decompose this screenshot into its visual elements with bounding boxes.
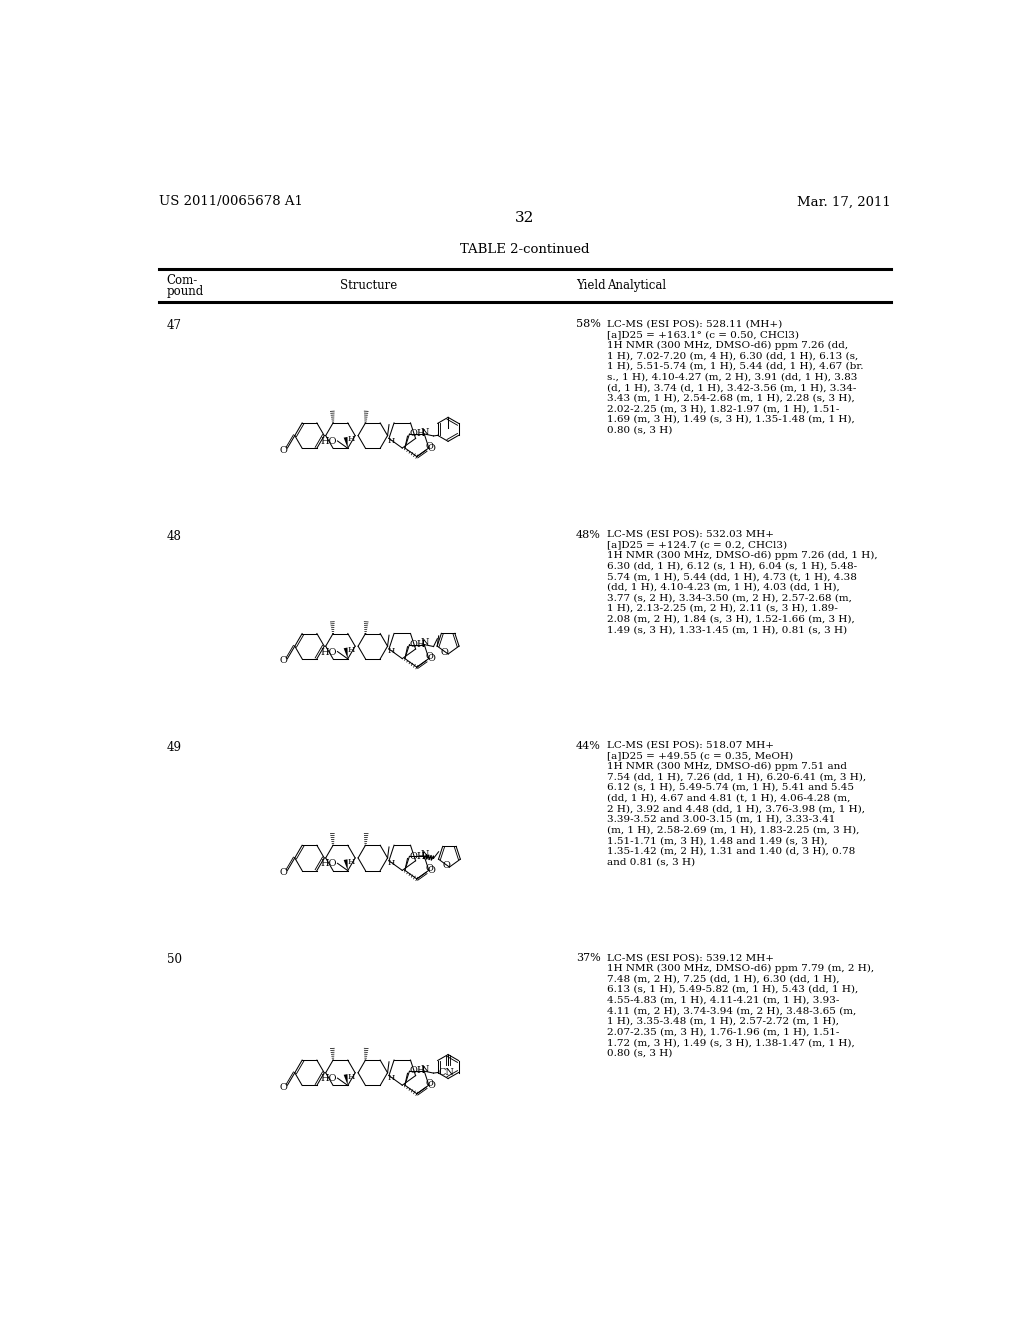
Text: 7.48 (m, 2 H), 7.25 (dd, 1 H), 6.30 (dd, 1 H),: 7.48 (m, 2 H), 7.25 (dd, 1 H), 6.30 (dd,…: [607, 974, 840, 983]
Text: 6.12 (s, 1 H), 5.49-5.74 (m, 1 H), 5.41 and 5.45: 6.12 (s, 1 H), 5.49-5.74 (m, 1 H), 5.41 …: [607, 783, 854, 792]
Text: OH: OH: [409, 429, 426, 438]
Text: OH: OH: [409, 851, 426, 861]
Text: O: O: [440, 648, 449, 657]
Text: HO: HO: [321, 859, 337, 869]
Text: 37%: 37%: [575, 953, 601, 964]
Text: [a]D25 = +163.1° (c = 0.50, CHCl3): [a]D25 = +163.1° (c = 0.50, CHCl3): [607, 330, 799, 339]
Text: 2.07-2.35 (m, 3 H), 1.76-1.96 (m, 1 H), 1.51-: 2.07-2.35 (m, 3 H), 1.76-1.96 (m, 1 H), …: [607, 1027, 840, 1036]
Polygon shape: [344, 648, 348, 659]
Text: 1.35-1.42 (m, 2 H), 1.31 and 1.40 (d, 3 H), 0.78: 1.35-1.42 (m, 2 H), 1.31 and 1.40 (d, 3 …: [607, 847, 855, 855]
Text: 58%: 58%: [575, 319, 601, 329]
Text: H: H: [388, 647, 395, 656]
Polygon shape: [344, 437, 348, 449]
Text: LC-MS (ESI POS): 518.07 MH+: LC-MS (ESI POS): 518.07 MH+: [607, 741, 774, 750]
Text: O: O: [428, 1081, 435, 1090]
Text: 2.08 (m, 2 H), 1.84 (s, 3 H), 1.52-1.66 (m, 3 H),: 2.08 (m, 2 H), 1.84 (s, 3 H), 1.52-1.66 …: [607, 615, 855, 623]
Text: H: H: [348, 645, 355, 653]
Text: CN: CN: [438, 1068, 455, 1077]
Text: pound: pound: [167, 285, 204, 298]
Text: H: H: [348, 436, 355, 444]
Text: 6.13 (s, 1 H), 5.49-5.82 (m, 1 H), 5.43 (dd, 1 H),: 6.13 (s, 1 H), 5.49-5.82 (m, 1 H), 5.43 …: [607, 985, 858, 994]
Text: 1.49 (s, 3 H), 1.33-1.45 (m, 1 H), 0.81 (s, 3 H): 1.49 (s, 3 H), 1.33-1.45 (m, 1 H), 0.81 …: [607, 626, 847, 634]
Text: Mar. 17, 2011: Mar. 17, 2011: [797, 195, 891, 209]
Text: 1H NMR (300 MHz, DMSO-d6) ppm 7.26 (dd, 1 H),: 1H NMR (300 MHz, DMSO-d6) ppm 7.26 (dd, …: [607, 550, 878, 560]
Text: 48: 48: [167, 529, 181, 543]
Text: O: O: [428, 866, 435, 875]
Text: 3.77 (s, 2 H), 3.34-3.50 (m, 2 H), 2.57-2.68 (m,: 3.77 (s, 2 H), 3.34-3.50 (m, 2 H), 2.57-…: [607, 593, 852, 602]
Text: N: N: [421, 1065, 429, 1074]
Text: H: H: [348, 1073, 355, 1081]
Text: N: N: [421, 428, 429, 437]
Text: HO: HO: [321, 1074, 337, 1084]
Text: O: O: [428, 444, 435, 453]
Text: O: O: [426, 442, 433, 451]
Text: O: O: [280, 656, 288, 665]
Text: N: N: [421, 639, 429, 647]
Text: LC-MS (ESI POS): 528.11 (MH+): LC-MS (ESI POS): 528.11 (MH+): [607, 319, 782, 329]
Text: O: O: [280, 869, 288, 876]
Text: N: N: [421, 850, 429, 859]
Text: O: O: [280, 446, 288, 454]
Text: HO: HO: [321, 648, 337, 656]
Text: O: O: [426, 652, 433, 661]
Text: 3.43 (m, 1 H), 2.54-2.68 (m, 1 H), 2.28 (s, 3 H),: 3.43 (m, 1 H), 2.54-2.68 (m, 1 H), 2.28 …: [607, 393, 855, 403]
Text: H: H: [388, 437, 395, 445]
Text: H: H: [348, 858, 355, 866]
Text: Analytical: Analytical: [607, 280, 666, 292]
Text: H: H: [388, 1074, 395, 1082]
Text: HO: HO: [321, 437, 337, 446]
Text: 1H NMR (300 MHz, DMSO-d6) ppm 7.51 and: 1H NMR (300 MHz, DMSO-d6) ppm 7.51 and: [607, 762, 847, 771]
Text: 2.02-2.25 (m, 3 H), 1.82-1.97 (m, 1 H), 1.51-: 2.02-2.25 (m, 3 H), 1.82-1.97 (m, 1 H), …: [607, 404, 840, 413]
Text: Structure: Structure: [340, 280, 397, 292]
Text: OH: OH: [409, 640, 426, 648]
Text: 1 H), 3.35-3.48 (m, 1 H), 2.57-2.72 (m, 1 H),: 1 H), 3.35-3.48 (m, 1 H), 2.57-2.72 (m, …: [607, 1016, 839, 1026]
Text: [a]D25 = +49.55 (c = 0.35, MeOH): [a]D25 = +49.55 (c = 0.35, MeOH): [607, 751, 793, 760]
Text: 1 H), 7.02-7.20 (m, 4 H), 6.30 (dd, 1 H), 6.13 (s,: 1 H), 7.02-7.20 (m, 4 H), 6.30 (dd, 1 H)…: [607, 351, 858, 360]
Text: 6.30 (dd, 1 H), 6.12 (s, 1 H), 6.04 (s, 1 H), 5.48-: 6.30 (dd, 1 H), 6.12 (s, 1 H), 6.04 (s, …: [607, 561, 857, 570]
Text: 1 H), 2.13-2.25 (m, 2 H), 2.11 (s, 3 H), 1.89-: 1 H), 2.13-2.25 (m, 2 H), 2.11 (s, 3 H),…: [607, 605, 838, 612]
Text: 4.55-4.83 (m, 1 H), 4.11-4.21 (m, 1 H), 3.93-: 4.55-4.83 (m, 1 H), 4.11-4.21 (m, 1 H), …: [607, 995, 840, 1005]
Text: 2 H), 3.92 and 4.48 (dd, 1 H), 3.76-3.98 (m, 1 H),: 2 H), 3.92 and 4.48 (dd, 1 H), 3.76-3.98…: [607, 804, 865, 813]
Text: O: O: [426, 865, 433, 873]
Text: TABLE 2-continued: TABLE 2-continued: [460, 243, 590, 256]
Text: LC-MS (ESI POS): 539.12 MH+: LC-MS (ESI POS): 539.12 MH+: [607, 953, 774, 962]
Text: 1 H), 5.51-5.74 (m, 1 H), 5.44 (dd, 1 H), 4.67 (br.: 1 H), 5.51-5.74 (m, 1 H), 5.44 (dd, 1 H)…: [607, 362, 863, 371]
Text: 50: 50: [167, 953, 181, 966]
Text: 1.69 (m, 3 H), 1.49 (s, 3 H), 1.35-1.48 (m, 1 H),: 1.69 (m, 3 H), 1.49 (s, 3 H), 1.35-1.48 …: [607, 414, 855, 424]
Text: 47: 47: [167, 319, 181, 333]
Text: s., 1 H), 4.10-4.27 (m, 2 H), 3.91 (dd, 1 H), 3.83: s., 1 H), 4.10-4.27 (m, 2 H), 3.91 (dd, …: [607, 372, 857, 381]
Polygon shape: [344, 1074, 348, 1085]
Text: 1H NMR (300 MHz, DMSO-d6) ppm 7.26 (dd,: 1H NMR (300 MHz, DMSO-d6) ppm 7.26 (dd,: [607, 341, 848, 350]
Text: 4.11 (m, 2 H), 3.74-3.94 (m, 2 H), 3.48-3.65 (m,: 4.11 (m, 2 H), 3.74-3.94 (m, 2 H), 3.48-…: [607, 1006, 856, 1015]
Text: 0.80 (s, 3 H): 0.80 (s, 3 H): [607, 425, 673, 434]
Text: O: O: [280, 1082, 288, 1092]
Text: 32: 32: [515, 211, 535, 224]
Text: (d, 1 H), 3.74 (d, 1 H), 3.42-3.56 (m, 1 H), 3.34-: (d, 1 H), 3.74 (d, 1 H), 3.42-3.56 (m, 1…: [607, 383, 856, 392]
Text: O: O: [442, 861, 451, 870]
Polygon shape: [344, 859, 348, 871]
Text: LC-MS (ESI POS): 532.03 MH+: LC-MS (ESI POS): 532.03 MH+: [607, 529, 774, 539]
Text: (dd, 1 H), 4.67 and 4.81 (t, 1 H), 4.06-4.28 (m,: (dd, 1 H), 4.67 and 4.81 (t, 1 H), 4.06-…: [607, 793, 850, 803]
Text: US 2011/0065678 A1: US 2011/0065678 A1: [159, 195, 303, 209]
Text: 0.80 (s, 3 H): 0.80 (s, 3 H): [607, 1048, 673, 1057]
Text: OH: OH: [409, 1067, 426, 1076]
Text: 3.39-3.52 and 3.00-3.15 (m, 1 H), 3.33-3.41: 3.39-3.52 and 3.00-3.15 (m, 1 H), 3.33-3…: [607, 814, 836, 824]
Text: 1H NMR (300 MHz, DMSO-d6) ppm 7.79 (m, 2 H),: 1H NMR (300 MHz, DMSO-d6) ppm 7.79 (m, 2…: [607, 964, 874, 973]
Text: and 0.81 (s, 3 H): and 0.81 (s, 3 H): [607, 858, 695, 866]
Text: Com-: Com-: [167, 275, 198, 286]
Text: (m, 1 H), 2.58-2.69 (m, 1 H), 1.83-2.25 (m, 3 H),: (m, 1 H), 2.58-2.69 (m, 1 H), 1.83-2.25 …: [607, 825, 859, 834]
Text: 44%: 44%: [575, 741, 601, 751]
Text: 48%: 48%: [575, 529, 601, 540]
Text: 5.74 (m, 1 H), 5.44 (dd, 1 H), 4.73 (t, 1 H), 4.38: 5.74 (m, 1 H), 5.44 (dd, 1 H), 4.73 (t, …: [607, 572, 857, 581]
Text: 7.54 (dd, 1 H), 7.26 (dd, 1 H), 6.20-6.41 (m, 3 H),: 7.54 (dd, 1 H), 7.26 (dd, 1 H), 6.20-6.4…: [607, 772, 866, 781]
Text: 1.72 (m, 3 H), 1.49 (s, 3 H), 1.38-1.47 (m, 1 H),: 1.72 (m, 3 H), 1.49 (s, 3 H), 1.38-1.47 …: [607, 1038, 855, 1047]
Text: 49: 49: [167, 741, 181, 754]
Text: H: H: [388, 859, 395, 867]
Text: O: O: [426, 1078, 433, 1088]
Text: Yield: Yield: [575, 280, 605, 292]
Text: [a]D25 = +124.7 (c = 0.2, CHCl3): [a]D25 = +124.7 (c = 0.2, CHCl3): [607, 540, 787, 549]
Text: (dd, 1 H), 4.10-4.23 (m, 1 H), 4.03 (dd, 1 H),: (dd, 1 H), 4.10-4.23 (m, 1 H), 4.03 (dd,…: [607, 582, 840, 591]
Text: 1.51-1.71 (m, 3 H), 1.48 and 1.49 (s, 3 H),: 1.51-1.71 (m, 3 H), 1.48 and 1.49 (s, 3 …: [607, 836, 827, 845]
Text: O: O: [428, 655, 435, 664]
